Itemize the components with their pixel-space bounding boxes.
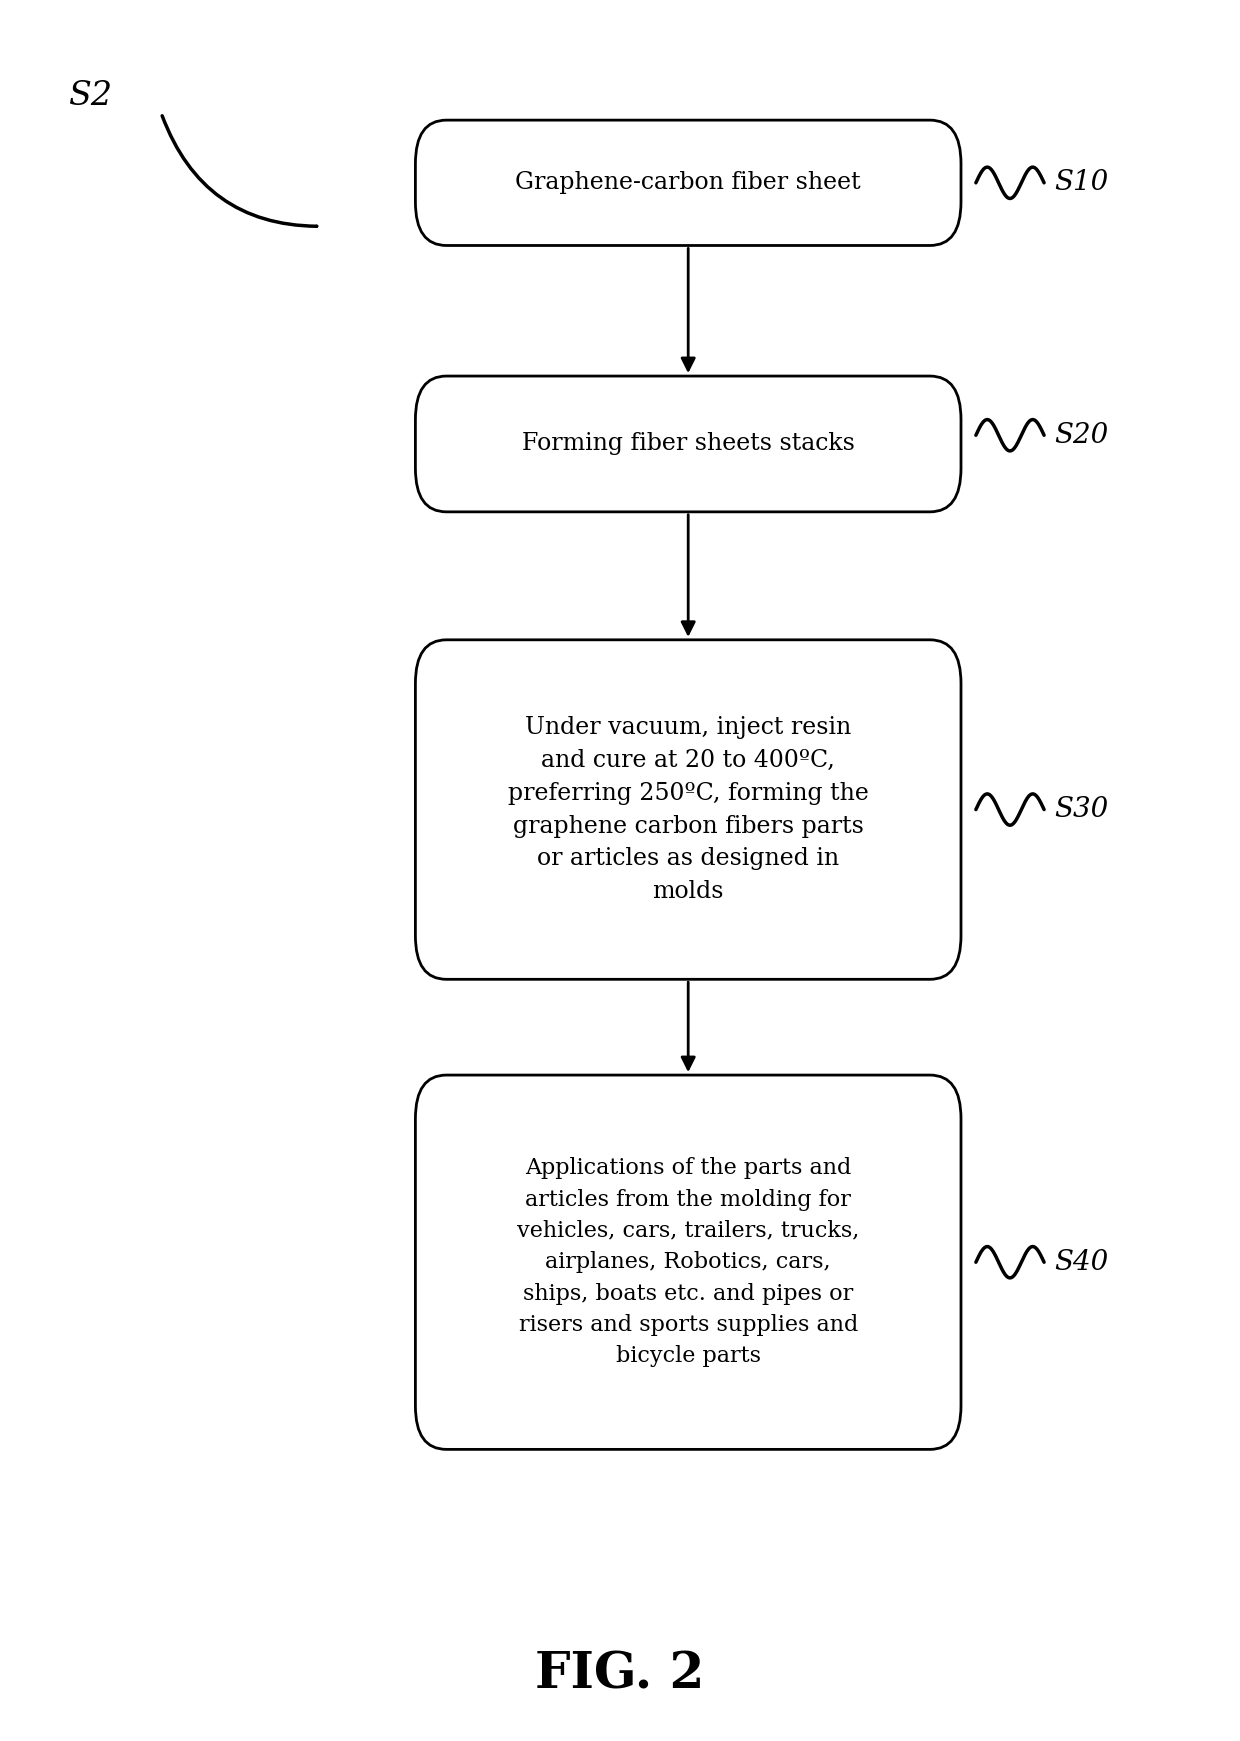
Text: Under vacuum, inject resin
and cure at 20 to 400ºC,
preferring 250ºC, forming th: Under vacuum, inject resin and cure at 2…: [507, 716, 869, 904]
Text: S20: S20: [1054, 421, 1109, 449]
FancyBboxPatch shape: [415, 1074, 961, 1449]
Text: Applications of the parts and
articles from the molding for
vehicles, cars, trai: Applications of the parts and articles f…: [517, 1158, 859, 1367]
Text: Forming fiber sheets stacks: Forming fiber sheets stacks: [522, 432, 854, 456]
FancyBboxPatch shape: [415, 376, 961, 512]
Text: S40: S40: [1054, 1248, 1109, 1276]
Text: S10: S10: [1054, 169, 1109, 197]
FancyBboxPatch shape: [415, 639, 961, 978]
FancyBboxPatch shape: [415, 120, 961, 245]
Text: Graphene-carbon fiber sheet: Graphene-carbon fiber sheet: [516, 171, 861, 195]
Text: FIG. 2: FIG. 2: [536, 1650, 704, 1699]
Text: S2: S2: [68, 80, 113, 111]
Text: S30: S30: [1054, 796, 1109, 823]
FancyArrowPatch shape: [162, 115, 316, 226]
